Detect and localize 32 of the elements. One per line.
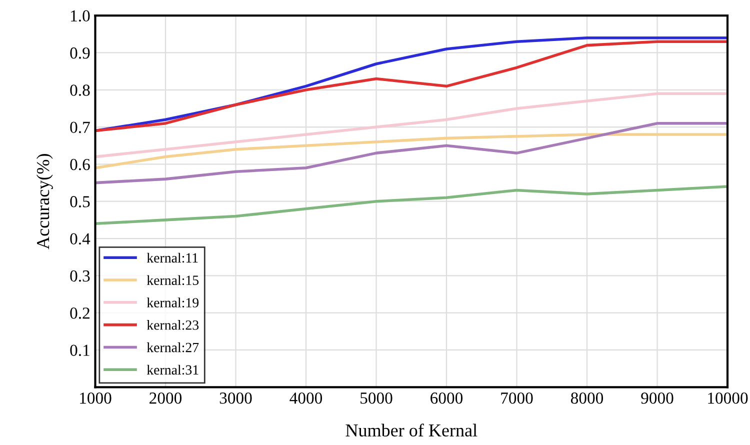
line-series [95, 92, 728, 158]
legend-label: kernal:31 [146, 364, 198, 375]
x-tick-label: 9000 [641, 392, 674, 404]
line-series [95, 185, 728, 226]
y-tick-label: 0.4 [70, 233, 90, 245]
y-tick-label: 0.1 [70, 344, 90, 356]
legend-label: kernal:19 [146, 298, 199, 308]
legend-label: kernal:11 [146, 252, 198, 263]
y-tick-label: 0.6 [70, 158, 90, 170]
y-tick-label: 0.3 [70, 270, 90, 282]
x-tick-label: 5000 [360, 392, 392, 404]
x-tick-label: 4000 [290, 392, 322, 404]
y-tick-label: 1.0 [71, 10, 90, 22]
x-tick-label: 7000 [501, 392, 533, 404]
y-tick-label: 0.2 [70, 308, 90, 319]
x-tick-label: 3000 [220, 392, 252, 404]
legend-label: kernal:15 [146, 275, 199, 286]
y-tick-label: 0.9 [70, 47, 90, 59]
legend-label: kernal:27 [146, 342, 199, 352]
y-tick-label: 0.5 [70, 196, 90, 208]
legend-label: kernal:23 [146, 320, 199, 330]
y-tick-label: 0.8 [70, 84, 90, 96]
x-tick-label: 6000 [430, 392, 463, 404]
x-tick-label: 8000 [570, 392, 604, 404]
x-tick-label: 2000 [150, 392, 182, 404]
line-series [95, 122, 728, 184]
y-tick-label: 0.7 [70, 122, 90, 134]
y-axis-title: Accuracy(%) [36, 154, 53, 250]
x-axis-title: Number of Kernal [346, 424, 478, 436]
line-series [95, 133, 728, 170]
x-tick-label: 10000 [708, 392, 748, 404]
x-tick-label: 1000 [80, 392, 112, 404]
